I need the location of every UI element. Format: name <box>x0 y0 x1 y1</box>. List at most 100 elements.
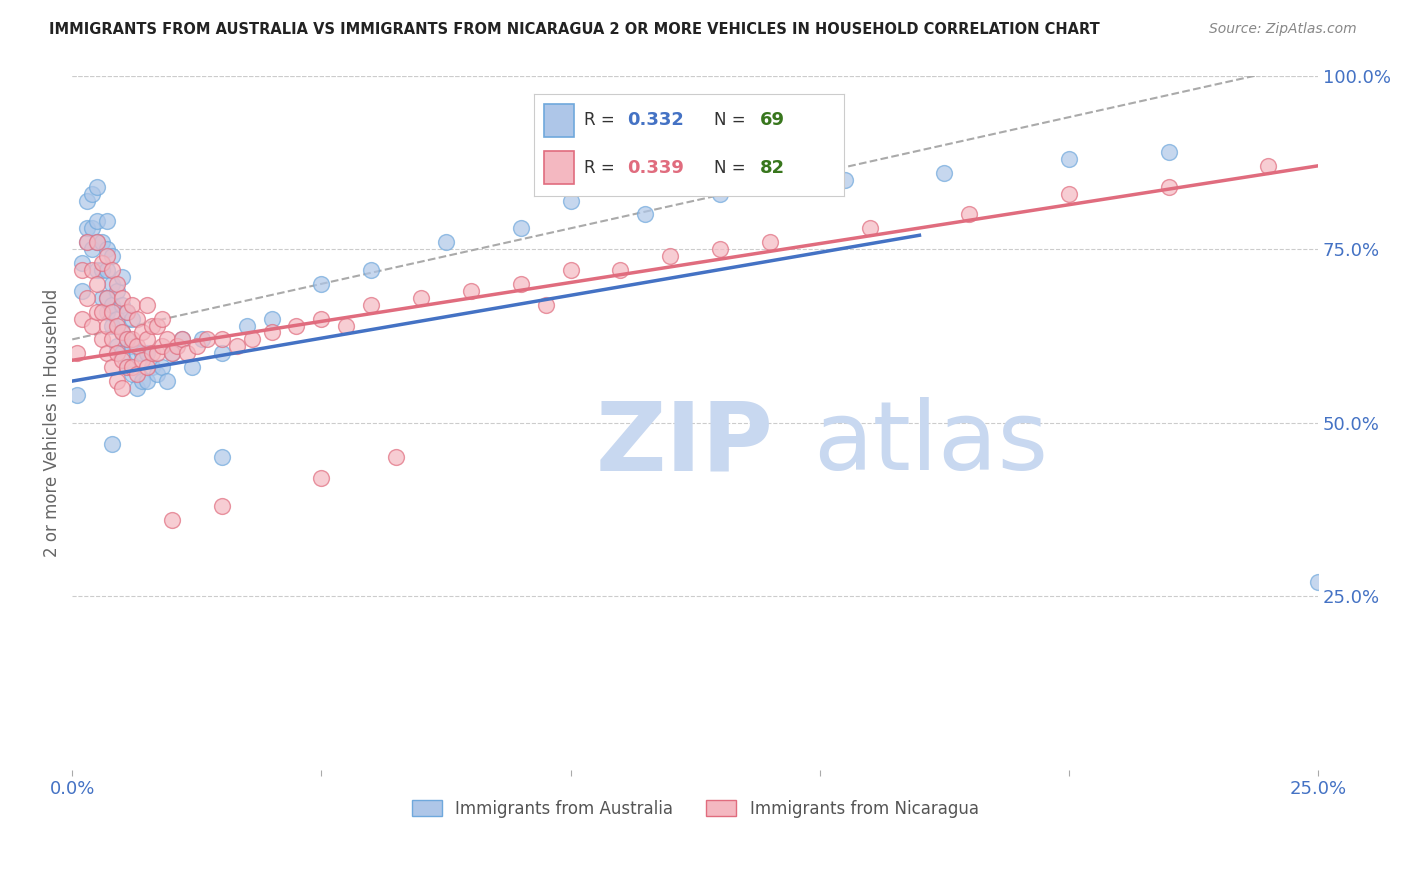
Point <box>111 291 134 305</box>
Point <box>759 235 782 250</box>
Point <box>509 221 531 235</box>
Point <box>509 277 531 291</box>
Point <box>101 263 124 277</box>
Point <box>91 263 114 277</box>
Text: 69: 69 <box>761 112 785 129</box>
Point <box>91 235 114 250</box>
Point <box>82 221 104 235</box>
Point <box>101 436 124 450</box>
Point <box>211 346 233 360</box>
Text: N =: N = <box>714 159 751 177</box>
Point <box>70 311 93 326</box>
Point <box>141 318 163 333</box>
Point <box>121 311 143 326</box>
Point <box>115 333 138 347</box>
Point <box>131 346 153 360</box>
Point <box>834 172 856 186</box>
Text: 0.339: 0.339 <box>627 159 683 177</box>
Point <box>176 346 198 360</box>
Point <box>96 249 118 263</box>
Point <box>260 326 283 340</box>
Point <box>121 360 143 375</box>
Point <box>634 207 657 221</box>
Point <box>121 367 143 381</box>
Point <box>240 333 263 347</box>
Point <box>121 298 143 312</box>
Point <box>101 304 124 318</box>
Point <box>170 333 193 347</box>
Point <box>86 277 108 291</box>
Point <box>311 471 333 485</box>
Point <box>136 374 159 388</box>
Point <box>166 339 188 353</box>
Point <box>211 499 233 513</box>
Point <box>101 277 124 291</box>
Point <box>101 333 124 347</box>
Point <box>96 214 118 228</box>
Point <box>76 221 98 235</box>
Point <box>111 326 134 340</box>
Point <box>76 194 98 208</box>
Point <box>101 360 124 375</box>
Point <box>70 284 93 298</box>
Text: IMMIGRANTS FROM AUSTRALIA VS IMMIGRANTS FROM NICARAGUA 2 OR MORE VEHICLES IN HOU: IMMIGRANTS FROM AUSTRALIA VS IMMIGRANTS … <box>49 22 1099 37</box>
Point <box>96 291 118 305</box>
Point <box>70 256 93 270</box>
Point <box>76 235 98 250</box>
Point <box>86 179 108 194</box>
Point <box>156 333 179 347</box>
Point <box>115 360 138 375</box>
Point <box>156 374 179 388</box>
Point <box>86 235 108 250</box>
Point <box>409 291 432 305</box>
Point <box>560 194 582 208</box>
Point <box>360 263 382 277</box>
Point <box>111 381 134 395</box>
Point <box>76 235 98 250</box>
Point <box>186 339 208 353</box>
Text: N =: N = <box>714 112 751 129</box>
Point <box>111 326 134 340</box>
Point <box>659 249 682 263</box>
Point <box>105 346 128 360</box>
Point <box>170 333 193 347</box>
Point <box>285 318 308 333</box>
Point <box>105 284 128 298</box>
Point <box>82 242 104 256</box>
Point <box>934 166 956 180</box>
Point <box>111 346 134 360</box>
Point <box>91 333 114 347</box>
Point <box>105 339 128 353</box>
Point <box>91 291 114 305</box>
Point <box>1157 145 1180 159</box>
Point <box>150 360 173 375</box>
Point <box>115 304 138 318</box>
Point <box>131 326 153 340</box>
Point <box>121 339 143 353</box>
Point <box>125 346 148 360</box>
Point <box>101 298 124 312</box>
Point <box>66 346 89 360</box>
Point <box>115 304 138 318</box>
Point <box>260 311 283 326</box>
Point <box>111 269 134 284</box>
Point <box>105 318 128 333</box>
Point <box>211 333 233 347</box>
Point <box>105 277 128 291</box>
Point <box>86 235 108 250</box>
Point <box>111 298 134 312</box>
Bar <box>544 151 575 184</box>
Point <box>709 186 731 201</box>
Point <box>136 360 159 375</box>
Point <box>121 333 143 347</box>
Point <box>82 263 104 277</box>
Bar <box>544 104 575 136</box>
Point <box>160 346 183 360</box>
Point <box>131 353 153 368</box>
Point <box>335 318 357 333</box>
Point <box>146 318 169 333</box>
Text: 82: 82 <box>761 159 785 177</box>
Point <box>1308 575 1330 590</box>
Point <box>150 311 173 326</box>
Point <box>91 304 114 318</box>
